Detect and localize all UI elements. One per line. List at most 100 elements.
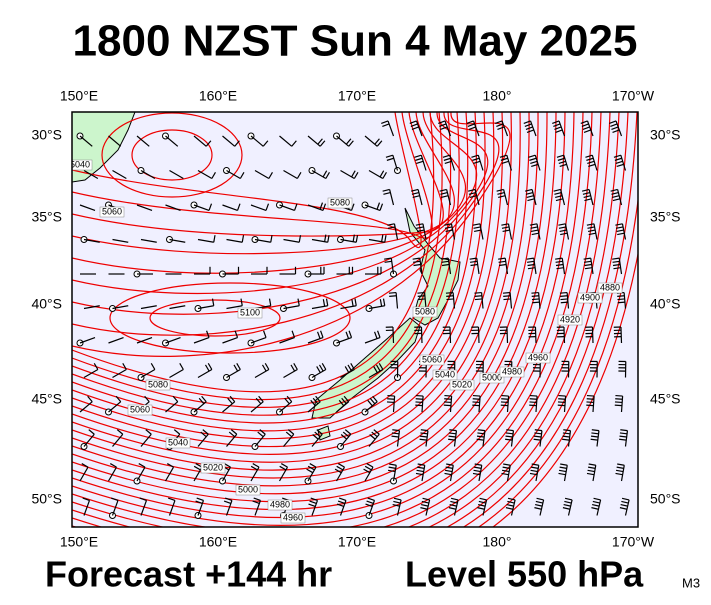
model-code: M3 [682, 575, 700, 590]
barb-feather [618, 302, 625, 303]
barb-staff [450, 327, 451, 343]
contour-label: 5000 [482, 372, 502, 382]
barb-staff [507, 327, 508, 343]
barb-feather [558, 396, 565, 397]
right-axis-label: 45°S [650, 391, 681, 407]
contour-label: 5040 [435, 369, 455, 379]
bottom-axis-label: 170°E [338, 534, 376, 550]
right-axis-label: 30°S [650, 127, 681, 143]
barb-feather [617, 299, 624, 300]
barb-feather [560, 296, 567, 297]
barb-feather [532, 299, 539, 300]
barb-staff [393, 327, 394, 343]
barb-feather [560, 299, 567, 300]
barb-feather [474, 293, 481, 294]
left-axis-label: 30°S [31, 127, 62, 143]
contour-label: 5040 [70, 159, 90, 169]
barb-feather [387, 396, 394, 397]
top-axis-label: 160°E [199, 88, 237, 104]
barb-feather [586, 402, 593, 403]
barb-feather [530, 399, 537, 400]
forecast-label: Forecast +144 hr [45, 554, 332, 595]
barb-feather [615, 402, 622, 403]
bottom-axis-label: 150°E [60, 534, 98, 550]
barb-feather [615, 399, 622, 400]
barb-feather [444, 405, 451, 406]
contour-label: 4920 [560, 314, 580, 324]
right-axis-label: 50°S [650, 491, 681, 507]
contour-label: 5060 [130, 404, 150, 414]
barb-feather [617, 296, 624, 297]
barb-feather [387, 399, 394, 400]
contour-label: 5080 [148, 379, 168, 389]
contour-label: 5080 [415, 306, 435, 316]
contour-label: 4980 [270, 499, 290, 509]
barb-feather [501, 396, 508, 397]
barb-feather [501, 402, 508, 403]
barb-feather [558, 399, 565, 400]
barb-staff [592, 327, 593, 343]
barb-feather [560, 293, 567, 294]
contour-label: 5100 [240, 307, 260, 317]
bottom-axis-label: 160°E [199, 534, 237, 550]
barb-feather [473, 396, 480, 397]
left-axis-label: 45°S [31, 391, 62, 407]
barb-feather [503, 293, 510, 294]
contour-label: 5020 [203, 462, 223, 472]
barb-feather [446, 299, 453, 300]
barb-feather [418, 299, 425, 300]
barb-feather [446, 293, 453, 294]
contour-label: 5040 [168, 437, 188, 447]
bottom-axis-label: 180° [483, 534, 512, 550]
contour-label: 4980 [502, 366, 522, 376]
title: 1800 NZST Sun 4 May 2025 [73, 17, 638, 66]
barb-staff [621, 327, 622, 343]
bottom-axis-label: 170°W [612, 534, 655, 550]
barb-feather [446, 296, 453, 297]
left-axis-label: 40°S [31, 296, 62, 312]
contour-label: 5060 [102, 206, 122, 216]
barb-feather [472, 402, 479, 403]
barb-feather [586, 405, 593, 406]
barb-feather [501, 399, 508, 400]
left-axis-label: 35°S [31, 209, 62, 225]
barb-feather [529, 405, 536, 406]
contour-label: 5000 [238, 484, 258, 494]
right-axis-label: 35°S [650, 209, 681, 225]
barb-staff [564, 327, 565, 343]
barb-feather [475, 299, 482, 300]
contour-label: 5080 [330, 197, 350, 207]
barb-feather [415, 405, 422, 406]
barb-feather [444, 402, 451, 403]
barb-feather [530, 396, 537, 397]
right-axis-label: 40°S [650, 296, 681, 312]
barb-feather [417, 293, 424, 294]
barb-feather [415, 402, 422, 403]
barb-feather [389, 293, 396, 294]
contour-label: 4880 [600, 282, 620, 292]
contour-label: 5020 [452, 379, 472, 389]
barb-feather [587, 399, 594, 400]
barb-feather [416, 396, 423, 397]
barb-feather [418, 296, 425, 297]
barb-feather [472, 405, 479, 406]
contour-label: 5060 [422, 354, 442, 364]
top-axis-label: 150°E [60, 88, 98, 104]
barb-feather [416, 399, 423, 400]
top-axis-label: 170°W [612, 88, 655, 104]
barb-feather [444, 396, 451, 397]
barb-staff [421, 327, 422, 343]
barb-feather [503, 296, 510, 297]
barb-feather [615, 396, 622, 397]
barb-feather [473, 399, 480, 400]
barb-feather [615, 405, 622, 406]
barb-feather [444, 399, 451, 400]
barb-feather [532, 296, 539, 297]
level-label: Level 550 hPa [405, 554, 644, 595]
barb-feather [558, 402, 565, 403]
barb-staff [535, 327, 536, 343]
barb-feather [503, 299, 510, 300]
barb-feather [561, 302, 568, 303]
barb-staff [478, 327, 479, 343]
